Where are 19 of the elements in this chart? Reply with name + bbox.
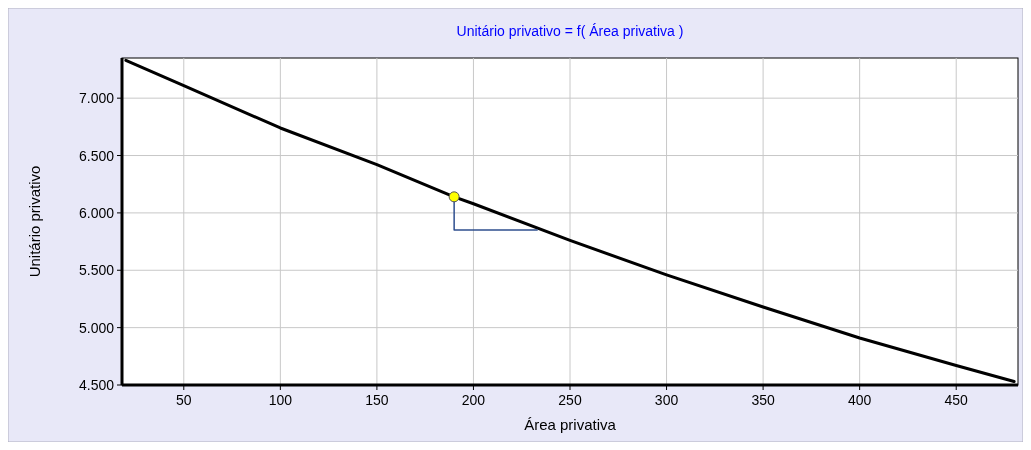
x-tick-label: 100: [268, 392, 293, 408]
y-tick-label: 5.000: [78, 319, 115, 336]
y-axis-title: Unitário privativo: [26, 165, 43, 278]
y-tick-label: 4.500: [78, 377, 115, 393]
y-tick-label: 5.500: [78, 262, 115, 279]
y-tick-label: 7.000: [78, 90, 115, 107]
y-tick-label: 6.500: [78, 147, 115, 164]
x-tick-label: 300: [654, 392, 679, 408]
y-tick-label: 6.000: [78, 204, 115, 221]
x-tick-label: 200: [461, 392, 486, 408]
x-tick-label: 250: [558, 392, 582, 408]
x-tick-label: 150: [365, 392, 389, 408]
chart-title: Unitário privativo = f( Área privativa ): [456, 23, 684, 39]
x-tick-label: 350: [751, 392, 775, 408]
x-axis-title: Área privativa: [524, 416, 617, 433]
x-tick-label: 400: [847, 392, 872, 408]
x-tick-label: 450: [944, 392, 969, 408]
x-tick-label: 50: [176, 392, 192, 408]
line-series: [124, 58, 1016, 384]
